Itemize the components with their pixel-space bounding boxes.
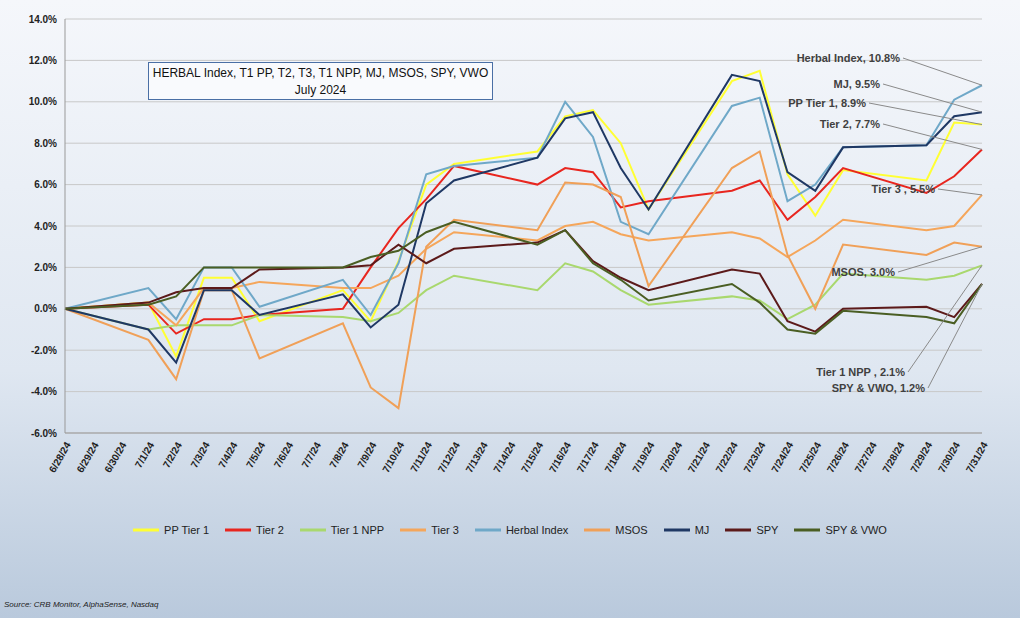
svg-text:7/27/24: 7/27/24	[853, 440, 879, 475]
svg-text:12.0%: 12.0%	[29, 55, 57, 66]
svg-text:Tier 3 , 5.5%: Tier 3 , 5.5%	[872, 183, 936, 195]
svg-text:7/30/24: 7/30/24	[936, 440, 962, 475]
html-text:Herbal Index: Herbal Index	[505, 524, 569, 536]
svg-text:7/7/24: 7/7/24	[300, 440, 324, 470]
html-text:Source: CRB Monitor, AlphaSens: Source: CRB Monitor, AlphaSense, Nasdaq	[4, 600, 159, 609]
svg-text:7/9/24: 7/9/24	[355, 440, 379, 470]
svg-text:7/23/24: 7/23/24	[741, 440, 767, 475]
svg-text:Tier 2, 7.7%: Tier 2, 7.7%	[820, 118, 881, 130]
svg-text:7/10/24: 7/10/24	[380, 440, 406, 475]
html-text:Tier 3: Tier 3	[431, 524, 459, 536]
svg-text:7/14/24: 7/14/24	[491, 440, 517, 475]
svg-text:7/18/24: 7/18/24	[602, 440, 628, 475]
html-text:SPY & VWO: SPY & VWO	[825, 524, 887, 536]
svg-text:7/3/24: 7/3/24	[188, 440, 212, 470]
html-text:Tier 1 NPP: Tier 1 NPP	[330, 524, 385, 536]
html-text:PP Tier 1: PP Tier 1	[164, 524, 210, 536]
svg-text:MSOS, 3.0%: MSOS, 3.0%	[831, 266, 895, 278]
svg-text:7/4/24: 7/4/24	[216, 440, 240, 470]
svg-text:14.0%: 14.0%	[29, 14, 57, 25]
svg-text:8.0%: 8.0%	[34, 138, 57, 149]
svg-text:7/6/24: 7/6/24	[272, 440, 296, 470]
svg-text:-6.0%: -6.0%	[31, 428, 57, 439]
svg-text:7/12/24: 7/12/24	[436, 440, 462, 475]
html-text:July 2024: July 2024	[294, 83, 347, 97]
svg-text:4.0%: 4.0%	[34, 221, 57, 232]
svg-text:7/28/24: 7/28/24	[880, 440, 906, 475]
svg-text:Herbal Index, 10.8%: Herbal Index, 10.8%	[797, 52, 901, 64]
html-text:SPY: SPY	[756, 524, 779, 536]
svg-text:6.0%: 6.0%	[34, 179, 57, 190]
svg-text:-2.0%: -2.0%	[31, 345, 57, 356]
svg-text:7/8/24: 7/8/24	[327, 440, 351, 470]
svg-text:7/16/24: 7/16/24	[547, 440, 573, 475]
svg-text:7/11/24: 7/11/24	[408, 440, 434, 474]
svg-text:6/28/24: 6/28/24	[47, 440, 73, 475]
html-text:MSOS: MSOS	[615, 524, 648, 536]
svg-text:7/29/24: 7/29/24	[908, 440, 934, 475]
svg-text:PP Tier 1, 8.9%: PP Tier 1, 8.9%	[788, 97, 866, 109]
html-text:HERBAL Index, T1 PP, T2, T3, T: HERBAL Index, T1 PP, T2, T3, T1 NPP, MJ,…	[152, 66, 489, 80]
svg-text:7/24/24: 7/24/24	[769, 440, 795, 475]
svg-text:7/13/24: 7/13/24	[463, 440, 489, 475]
svg-text:7/19/24: 7/19/24	[630, 440, 656, 475]
svg-text:2.0%: 2.0%	[34, 262, 57, 273]
svg-text:SPY & VWO, 1.2%: SPY & VWO, 1.2%	[832, 382, 926, 394]
svg-text:7/17/24: 7/17/24	[575, 440, 601, 475]
svg-text:7/2/24: 7/2/24	[161, 440, 185, 470]
svg-text:7/21/24: 7/21/24	[686, 440, 712, 475]
svg-text:7/22/24: 7/22/24	[714, 440, 740, 475]
svg-text:7/26/24: 7/26/24	[825, 440, 851, 475]
svg-text:0.0%: 0.0%	[34, 303, 57, 314]
html-text:MJ: MJ	[694, 524, 710, 536]
svg-text:7/1/24: 7/1/24	[133, 440, 157, 470]
svg-text:MJ, 9.5%: MJ, 9.5%	[834, 78, 881, 90]
svg-text:7/15/24: 7/15/24	[519, 440, 545, 475]
svg-text:Tier 1 NPP , 2.1%: Tier 1 NPP , 2.1%	[816, 366, 905, 378]
svg-text:6/29/24: 6/29/24	[74, 440, 100, 475]
svg-text:10.0%: 10.0%	[29, 96, 57, 107]
svg-text:7/5/24: 7/5/24	[244, 440, 268, 470]
html-text:Tier 2: Tier 2	[256, 524, 284, 536]
svg-text:7/25/24: 7/25/24	[797, 440, 823, 475]
svg-text:7/31/24: 7/31/24	[964, 440, 990, 475]
svg-text:-4.0%: -4.0%	[31, 386, 57, 397]
svg-text:7/20/24: 7/20/24	[658, 440, 684, 475]
svg-text:6/30/24: 6/30/24	[102, 440, 128, 475]
